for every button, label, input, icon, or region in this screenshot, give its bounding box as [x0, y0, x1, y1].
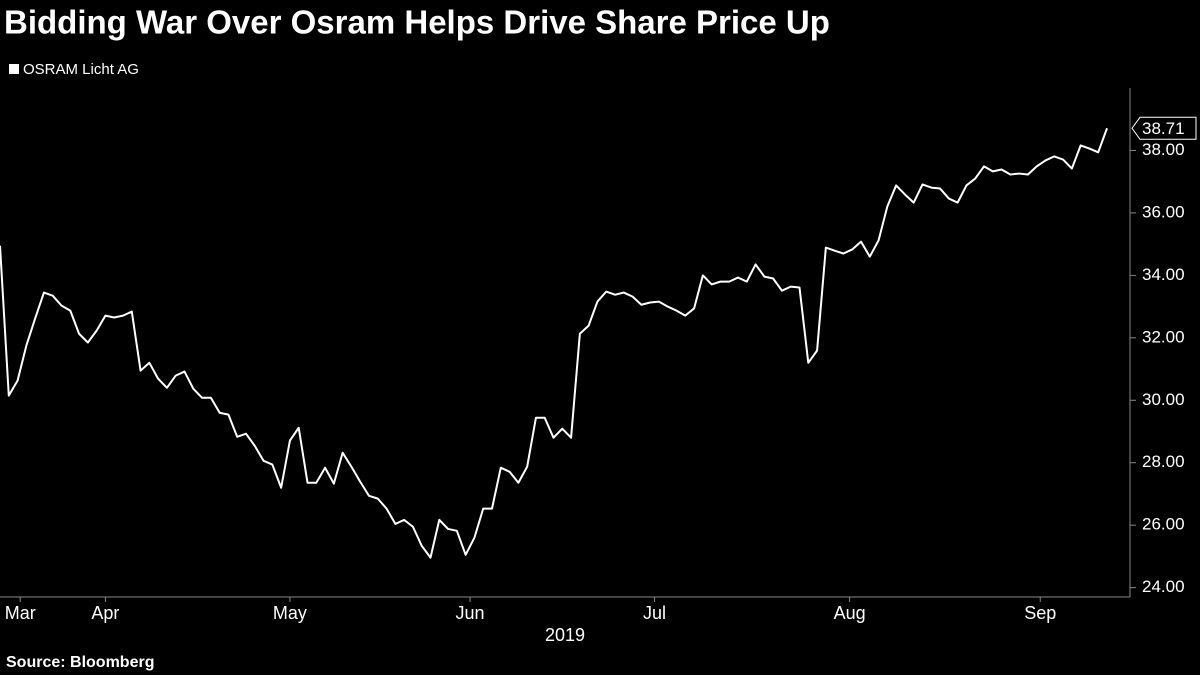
source: Source: Bloomberg: [6, 654, 154, 671]
x-axis-label: 2019: [545, 625, 585, 645]
x-tick-label: Jul: [643, 603, 666, 623]
series-line: [0, 127, 1108, 559]
y-tick-label: 34.00: [1142, 265, 1185, 284]
x-tick-label: Aug: [834, 603, 866, 623]
x-tick-label: Jun: [456, 603, 485, 623]
x-tick-label: Mar: [5, 603, 36, 623]
x-tick-label: Sep: [1024, 603, 1056, 623]
y-tick-label: 26.00: [1142, 515, 1185, 534]
chart-title: Bidding War Over Osram Helps Drive Share…: [4, 4, 830, 41]
y-tick-label: 36.00: [1142, 202, 1185, 221]
legend-label: OSRAM Licht AG: [23, 61, 139, 78]
y-tick-label: 28.00: [1142, 452, 1185, 471]
last-value-box: [1131, 116, 1197, 140]
y-tick-label: 38.00: [1142, 140, 1185, 159]
y-tick-label: 24.00: [1142, 577, 1185, 596]
legend-swatch: [9, 64, 19, 74]
x-tick-label: Apr: [91, 603, 119, 623]
x-tick-label: May: [273, 603, 307, 623]
last-value-label: 38.71: [1142, 119, 1185, 138]
y-tick-label: 30.00: [1142, 390, 1185, 409]
y-tick-label: 32.00: [1142, 327, 1185, 346]
